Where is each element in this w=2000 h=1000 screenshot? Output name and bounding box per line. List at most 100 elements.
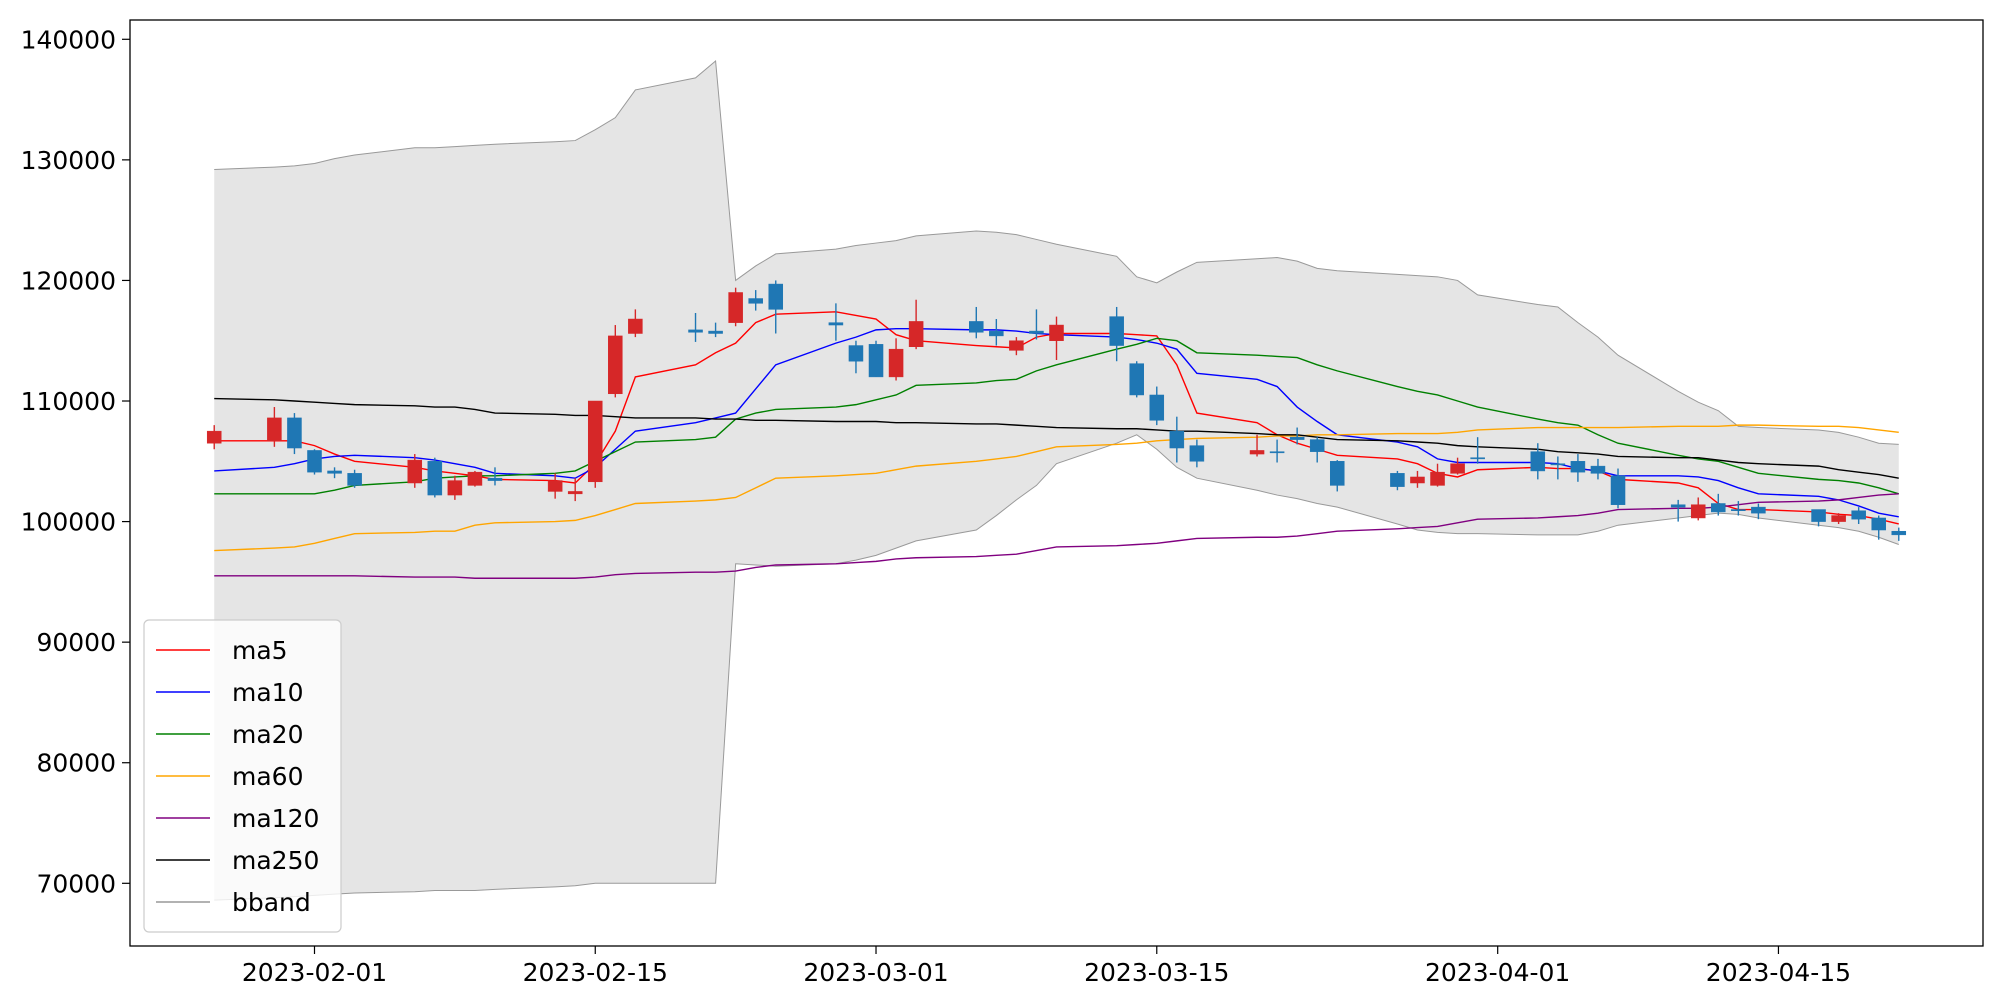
candle — [307, 449, 322, 475]
candle — [1109, 306, 1124, 362]
candle-body — [1811, 509, 1826, 522]
candle — [848, 340, 864, 374]
candle-body — [1731, 509, 1746, 511]
candle — [1129, 361, 1144, 398]
y-tick-label: 70000 — [36, 869, 116, 898]
x-tick-label: 2023-04-15 — [1706, 958, 1851, 987]
candle — [1430, 463, 1445, 487]
candle-body — [1711, 503, 1726, 513]
candle-body — [467, 471, 483, 486]
candle — [1169, 416, 1185, 463]
candle-body — [1289, 436, 1305, 440]
candle-body — [1470, 457, 1485, 460]
candle-body — [1550, 463, 1566, 466]
y-tick-label: 80000 — [36, 749, 116, 778]
candle — [1450, 457, 1465, 475]
candle-body — [969, 321, 984, 333]
line-ma250 — [214, 397, 1899, 479]
candle — [447, 475, 463, 500]
legend-label: ma60 — [232, 762, 303, 791]
candle-body — [1570, 461, 1586, 473]
candle-body — [828, 322, 844, 326]
y-tick-label: 90000 — [36, 628, 116, 657]
legend-label: ma20 — [232, 720, 303, 749]
candle — [1590, 458, 1606, 480]
candle-body — [407, 459, 423, 484]
legend: ma5 ma10 ma20 ma60 ma120 ma250 bband — [143, 619, 342, 933]
candle-body — [1530, 451, 1546, 472]
candle — [728, 287, 743, 327]
candle-body — [1029, 330, 1044, 334]
candle-body — [287, 417, 302, 449]
candle-body — [587, 400, 603, 483]
x-tick-label: 2023-02-15 — [523, 958, 668, 987]
candle — [628, 309, 643, 338]
candle — [608, 325, 623, 398]
candle-body — [1751, 506, 1766, 514]
candle-body — [267, 417, 282, 442]
candle — [1731, 501, 1746, 516]
candle — [547, 473, 563, 499]
candle — [1410, 470, 1425, 488]
candle-body — [1109, 316, 1124, 346]
candle-body — [1670, 504, 1686, 508]
candle-body — [1129, 363, 1144, 396]
candle — [1049, 316, 1064, 361]
candle-body — [748, 298, 763, 304]
candle-body — [1189, 445, 1205, 462]
candle-body — [608, 335, 623, 395]
candle — [1289, 427, 1305, 445]
candle — [567, 478, 583, 502]
candle-body — [1851, 510, 1866, 520]
candle — [908, 299, 924, 350]
candle-body — [307, 450, 322, 473]
candle-body — [1450, 463, 1465, 474]
candle — [888, 338, 904, 381]
candle-body — [327, 470, 342, 474]
x-tick-label: 2023-04-01 — [1425, 958, 1570, 987]
candle-body — [728, 292, 743, 323]
legend-box — [143, 619, 342, 933]
x-tick-label: 2023-03-01 — [803, 958, 948, 987]
candle-body — [1249, 450, 1265, 455]
candle — [1670, 499, 1686, 522]
candle-body — [1590, 465, 1606, 474]
candle — [1530, 443, 1546, 480]
candle-body — [1891, 530, 1907, 536]
candle — [1189, 439, 1205, 468]
candle — [828, 303, 844, 341]
x-tick-label: 2023-02-01 — [242, 958, 387, 987]
candle — [1269, 439, 1285, 463]
line-ma60 — [214, 424, 1899, 552]
candle-body — [567, 491, 583, 495]
candle — [1149, 386, 1165, 426]
candle-body — [1390, 473, 1405, 487]
candle — [989, 319, 1004, 346]
candle — [1390, 470, 1405, 491]
candle — [1811, 509, 1826, 527]
candle-body — [1690, 504, 1706, 519]
candle-body — [427, 461, 443, 496]
bband-area — [214, 60, 1899, 901]
axes-frame — [129, 19, 1984, 947]
candle-body — [347, 473, 362, 486]
candle-body — [206, 430, 222, 444]
candle — [1610, 468, 1626, 509]
legend-label: ma120 — [232, 804, 319, 833]
y-tick-label: 100000 — [21, 508, 116, 537]
candle — [587, 400, 603, 488]
candle — [1711, 493, 1726, 516]
candle — [748, 290, 763, 311]
legend-label: bband — [232, 888, 311, 917]
candle-body — [1169, 430, 1185, 449]
y-tick-label: 140000 — [21, 25, 116, 54]
candle — [868, 340, 884, 378]
candle — [327, 467, 342, 479]
y-tick-label: 130000 — [21, 146, 116, 175]
candle — [347, 469, 362, 488]
candle-body — [1049, 324, 1064, 341]
candle — [1550, 456, 1566, 480]
legend-label: ma250 — [232, 846, 319, 875]
candle-body — [1009, 340, 1024, 351]
